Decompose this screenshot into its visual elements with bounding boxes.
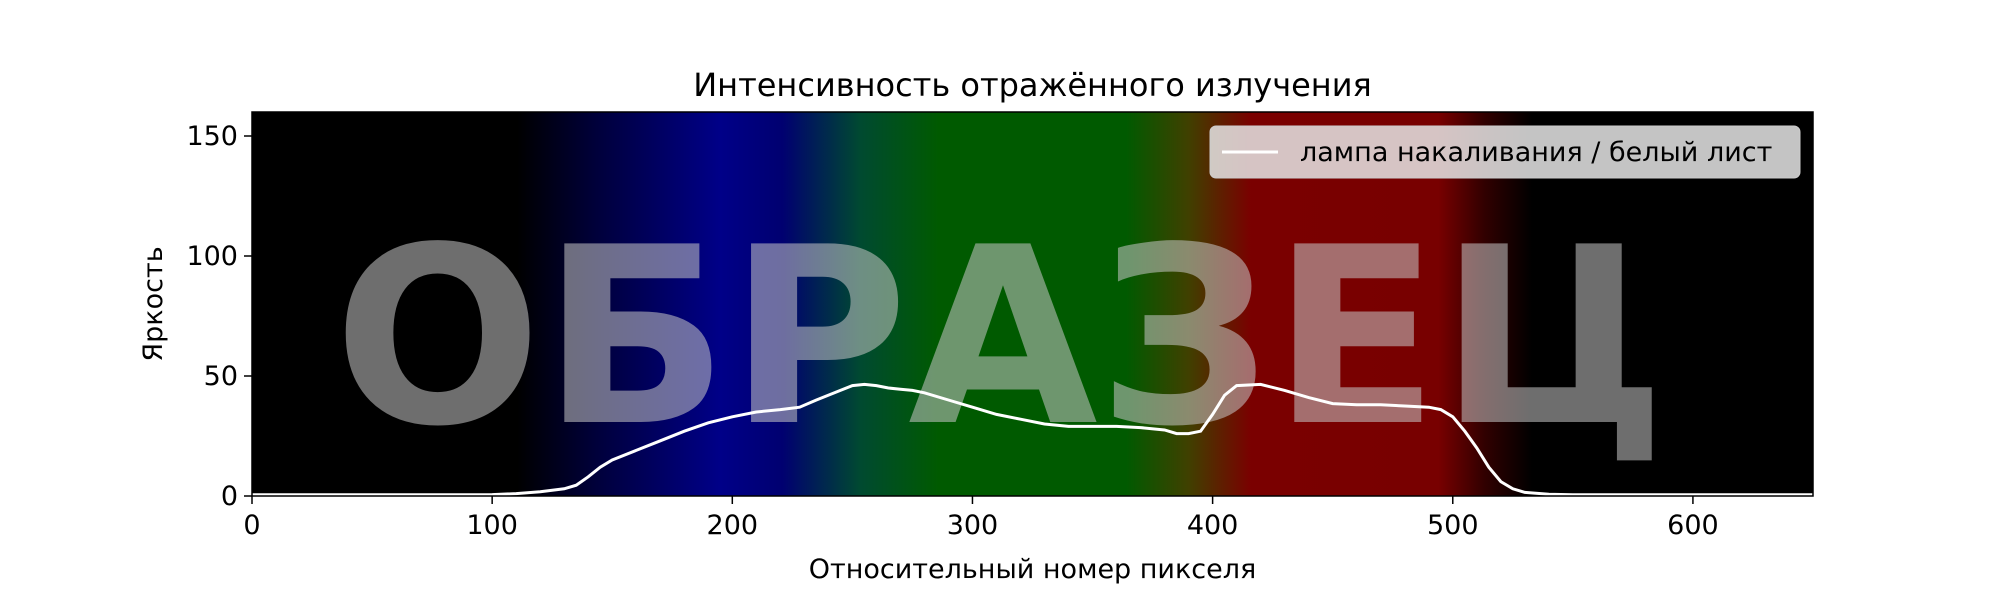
legend: лампа накаливания / белый лист xyxy=(1209,125,1801,179)
x-tick-label: 100 xyxy=(466,510,518,541)
watermark-text: ОБРАЗЕЦ xyxy=(334,195,1667,480)
x-tick-label: 400 xyxy=(1187,510,1239,541)
y-tick-label: 0 xyxy=(221,481,238,512)
series-line xyxy=(252,382,1813,497)
y-tick-label: 100 xyxy=(186,241,238,272)
y-axis-ticks: 0 50 100 150 xyxy=(186,121,252,512)
y-axis-label: Яркость xyxy=(138,246,169,361)
x-axis-label: Относительный номер пикселя xyxy=(809,554,1257,585)
plot-frame xyxy=(251,111,1814,497)
y-tick-label: 50 xyxy=(204,361,238,392)
x-axis-ticks: 0 100 200 300 400 500 600 xyxy=(243,496,1719,541)
legend-label: лампа накаливания / белый лист xyxy=(1300,137,1772,168)
x-tick-label: 0 xyxy=(243,510,260,541)
x-tick-label: 300 xyxy=(947,510,999,541)
x-tick-label: 600 xyxy=(1667,510,1719,541)
chart-title: Интенсивность отражённого излучения xyxy=(693,66,1372,104)
x-tick-label: 200 xyxy=(707,510,759,541)
y-tick-label: 150 xyxy=(186,121,238,152)
x-tick-label: 500 xyxy=(1427,510,1479,541)
legend-box xyxy=(1209,125,1801,179)
